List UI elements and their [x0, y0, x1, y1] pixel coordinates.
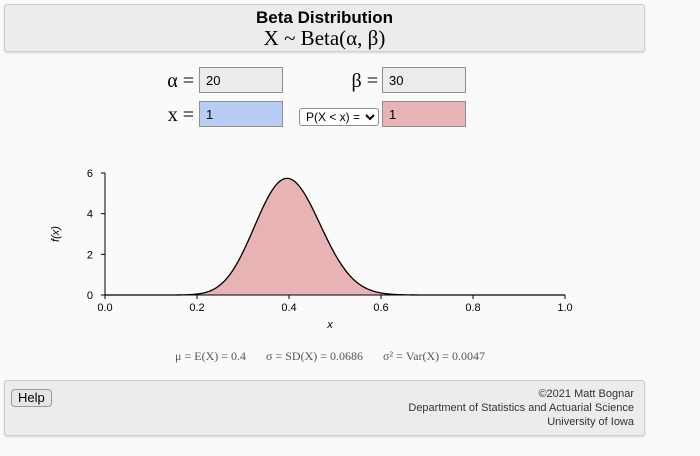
y-tick-label: 2 — [87, 249, 93, 261]
alpha-label: α = — [167, 70, 194, 92]
x-tick-label: 0.8 — [465, 302, 480, 314]
shaded-probability-area — [105, 178, 565, 295]
sd-text: σ = SD(X) = 0.0686 — [266, 349, 364, 363]
app-title: Beta Distribution — [256, 8, 393, 27]
y-tick-label: 6 — [87, 168, 93, 180]
x-input[interactable] — [199, 101, 283, 127]
y-tick-label: 4 — [87, 209, 93, 221]
distribution-notation: X ~ Beta(α, β) — [263, 26, 386, 50]
footer-panel: Help ©2021 Matt Bognar Department of Sta… — [4, 380, 645, 436]
copyright-text: ©2021 Matt Bognar — [538, 388, 634, 400]
beta-label: β = — [351, 70, 378, 92]
help-button[interactable]: Help — [11, 389, 52, 407]
header-panel: Beta Distribution X ~ Beta(α, β) — [4, 4, 645, 52]
probability-output[interactable] — [382, 101, 466, 127]
x-tick-label: 1.0 — [557, 302, 572, 314]
credits: ©2021 Matt Bognar Department of Statisti… — [408, 387, 634, 429]
plot-area: 0.0 0.2 0.4 0.6 0.8 1.0 0 2 4 6 x f(x) — [50, 168, 573, 331]
x-tick-label: 0.4 — [281, 302, 296, 314]
y-axis-label: f(x) — [50, 226, 62, 242]
x-tick-label: 0.0 — [97, 302, 112, 314]
department-text: Department of Statistics and Actuarial S… — [408, 402, 634, 414]
probability-type-select[interactable]: P(X < x) = — [299, 108, 379, 126]
x-tick-label: 0.6 — [373, 302, 388, 314]
university-text: University of Iowa — [547, 416, 634, 428]
x-label: x = — [167, 104, 194, 126]
beta-input[interactable] — [382, 67, 466, 93]
beta-density-chart: 0.0 0.2 0.4 0.6 0.8 1.0 0 2 4 6 x f(x) — [50, 168, 573, 331]
x-tick-label: 0.2 — [189, 302, 204, 314]
y-tick-label: 0 — [87, 290, 93, 302]
x-axis-label: x — [326, 319, 333, 331]
mean-text: μ = E(X) = 0.4 — [175, 349, 247, 363]
alpha-input[interactable] — [199, 67, 283, 93]
moments-line: μ = E(X) = 0.4 σ = SD(X) = 0.0686 σ² = V… — [0, 349, 660, 364]
variance-text: σ² = Var(X) = 0.0047 — [383, 349, 485, 363]
